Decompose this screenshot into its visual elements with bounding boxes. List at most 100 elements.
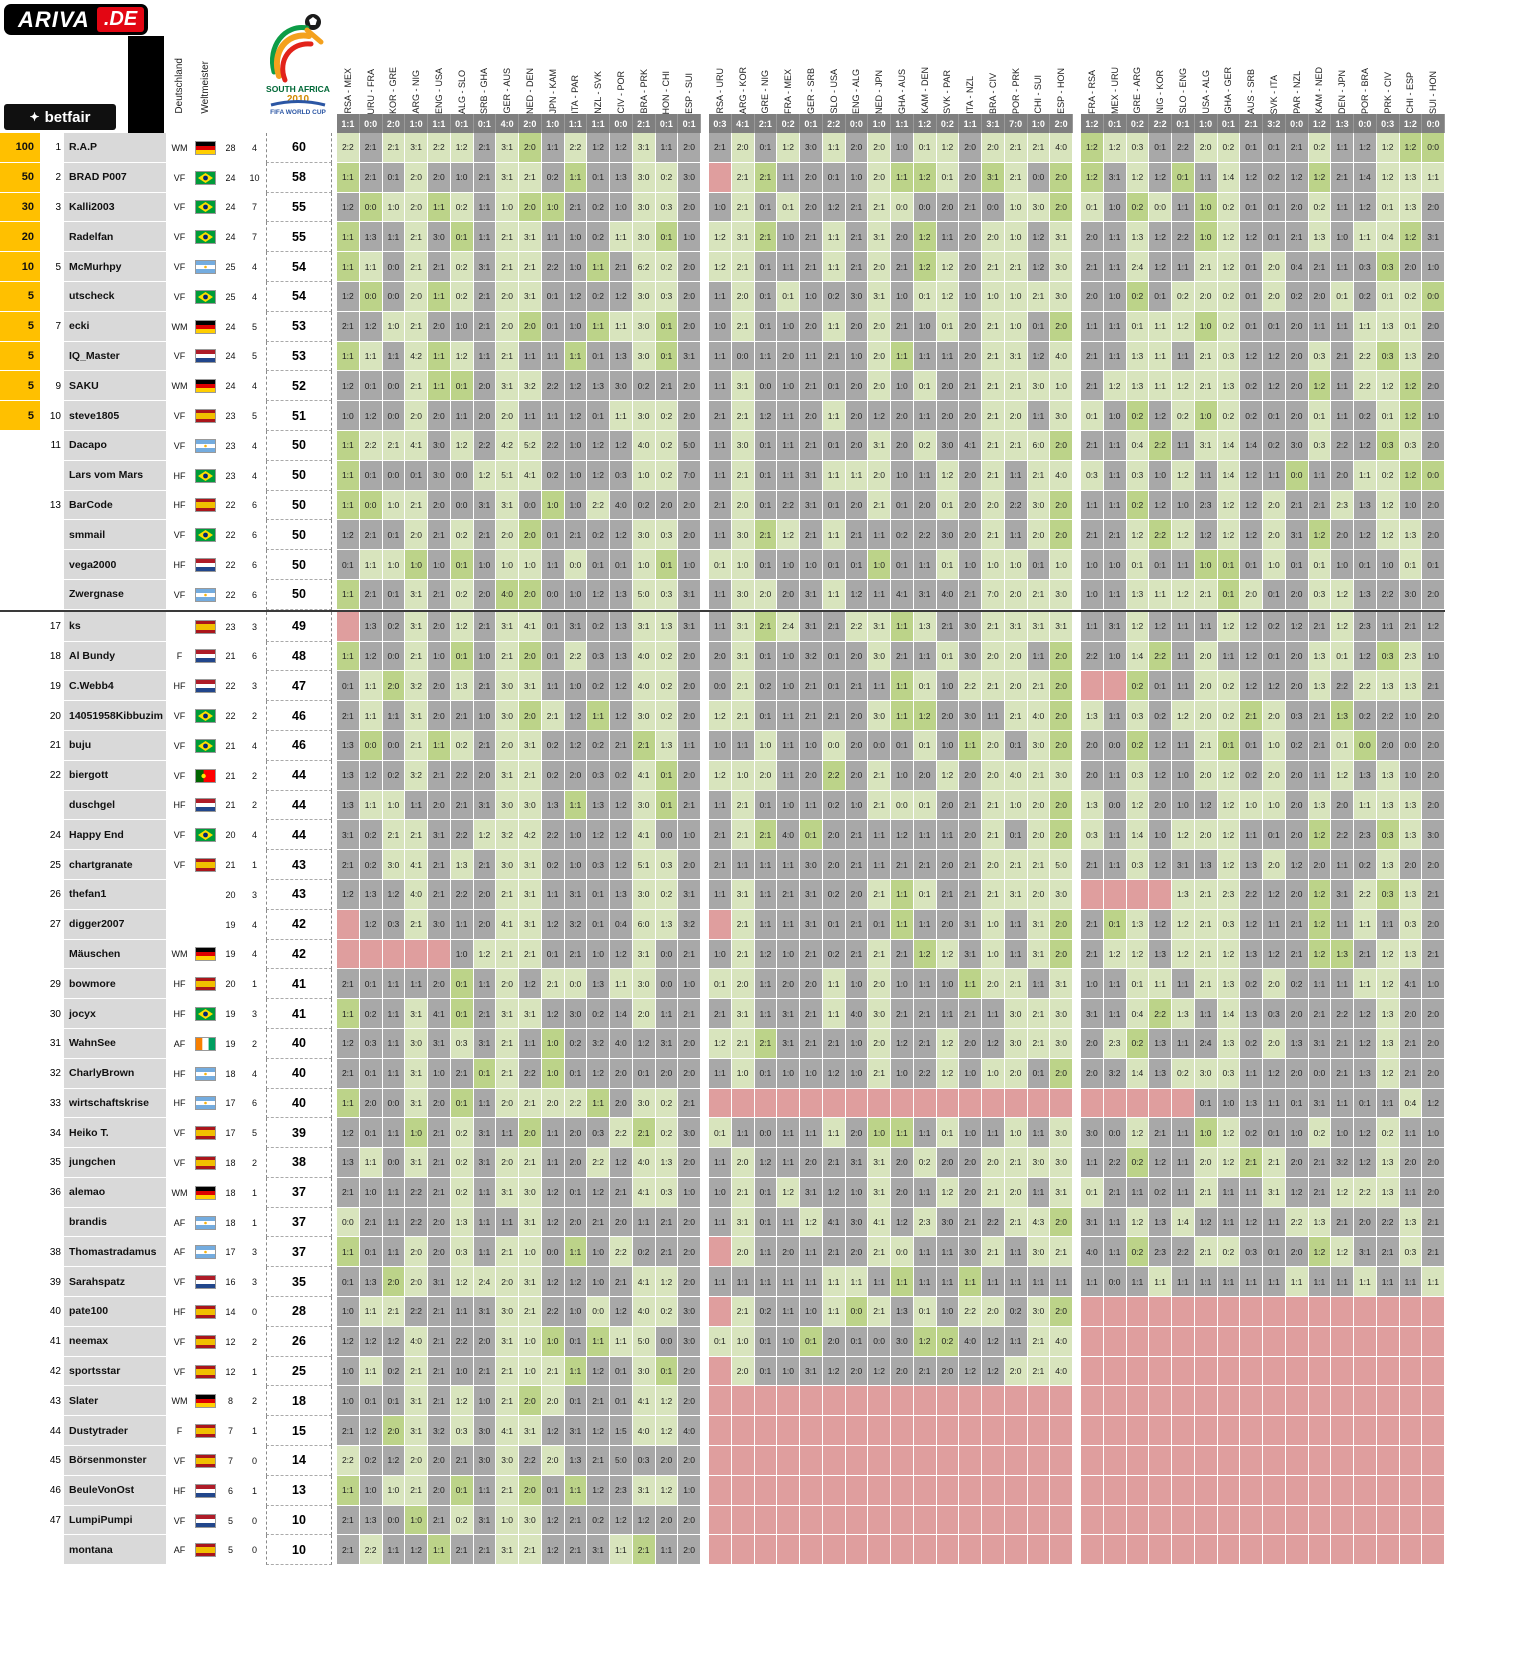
tip-cell: 1:2	[632, 1028, 656, 1059]
tip-cell: 1:1	[982, 999, 1005, 1029]
spacer	[701, 282, 709, 312]
tip-cell	[1376, 1535, 1400, 1566]
tip-cell: 0:3	[1285, 701, 1309, 731]
tip-cell: 0:2	[1263, 430, 1286, 461]
stat-col2: 4	[251, 740, 257, 751]
total-score: 10	[266, 1535, 332, 1566]
tip-cell: 1:2	[1103, 939, 1127, 970]
tip-cell: 2:0	[1027, 520, 1051, 551]
tip-cell: 1:0	[800, 1058, 823, 1089]
tip-cell: 1:1	[587, 252, 610, 282]
match-header-label: POR - BRA	[1359, 67, 1370, 114]
points-cell: 5	[0, 281, 40, 312]
tips-block-1: 0:0 2:1 1:1 2:2 2:0 1:3 1:1 1:1 3:1 1:2 2:0 2:1 2:0 1…	[337, 1207, 701, 1238]
betfair-logo[interactable]: ✦ betfair	[4, 104, 116, 130]
spacer	[1073, 671, 1081, 701]
match-header-label: NZL - SVK	[593, 71, 604, 114]
ariva-logo-text: ARIVA	[18, 6, 90, 32]
tip-cell: 0:2	[587, 999, 610, 1029]
tip-cell: 2:1	[868, 1297, 891, 1327]
tip-cell: 2:1	[1308, 1177, 1332, 1208]
tip-cell	[1422, 1446, 1445, 1476]
tip-cell: 2:1	[777, 879, 800, 910]
tip-cell: 2:1	[382, 1297, 406, 1327]
tip-cell: 1:1	[845, 460, 869, 491]
tip-cell: 1:0	[845, 1177, 869, 1208]
tip-cell: 0:2	[587, 611, 610, 642]
tip-cell: 1:1	[519, 1028, 542, 1059]
tip-cell	[1081, 1088, 1104, 1119]
tip-cell: 2:2	[1149, 999, 1172, 1029]
tip-cell: 1:2	[709, 701, 732, 731]
tip-cell: 2:0	[982, 969, 1005, 1000]
spacer	[701, 1327, 709, 1357]
tip-cell: 1:1	[450, 1297, 474, 1327]
match-header-label: ITA - PAR	[570, 75, 581, 114]
tip-cell: 2:0	[1422, 311, 1445, 342]
player-row: 30 3 Kalli2003 VF 24 7 55 1:2 0:0 1:0 2:0 1:1 0:2 1:1…	[0, 192, 1445, 223]
tip-cell: 1:1	[822, 1118, 846, 1149]
tip-cell: 2:0	[678, 1386, 701, 1417]
tip-cell: 3:1	[1050, 611, 1073, 642]
points-cell	[0, 1267, 40, 1298]
player-row: 34 Heiko T. VF 17 5 39 1:2 0:1 1:1 1:0 2:1 0:2 3:1 1:…	[0, 1118, 1445, 1149]
ar-flag-icon	[195, 438, 216, 453]
ariva-logo[interactable]: ARIVA .DE	[4, 4, 149, 35]
player-row: 40 pate100 HF 14 0 28 1:0 1:1 2:1 2:2 2:1 1:1 3:1 3:0…	[0, 1297, 1445, 1327]
tip-cell: 3:1	[564, 879, 588, 910]
rank-cell: 30	[49, 1008, 61, 1020]
tip-cell: 2:1	[1285, 939, 1309, 970]
tip-cell: 2:1	[473, 281, 497, 312]
tip-cell: 2:0	[1050, 520, 1073, 551]
total-score: 15	[266, 1416, 332, 1447]
tip-cell: 0:2	[655, 162, 679, 193]
ariva-logo-de: .DE	[96, 7, 145, 32]
points-cell: 20	[0, 222, 40, 253]
match-header: SVK - ITA	[1263, 30, 1286, 114]
tip-cell: 0:2	[1308, 133, 1332, 163]
tip-cell: 1:3	[891, 1297, 914, 1327]
tip-cell: 0:2	[1217, 401, 1241, 431]
tip-cell: 3:1	[868, 430, 891, 461]
tip-cell: 2:0	[519, 641, 542, 672]
tip-cell: 2:2	[1149, 430, 1172, 461]
tip-cell: 2:0	[959, 1028, 982, 1059]
tip-cell	[1027, 1505, 1051, 1536]
tip-cell: 2:0	[678, 850, 701, 880]
tip-cell: 2:1	[982, 311, 1005, 342]
total-score: 43	[266, 879, 332, 910]
tip-cell: 1:0	[1422, 252, 1445, 282]
tips-block-2: 1:1 2:0 0:1 0:1 1:0 0:2 3:0 3:1 1:0 0:1 1:2 1:0 1:0 1…	[709, 281, 1073, 312]
tip-cell: 2:1	[337, 1177, 360, 1208]
tip-cell: 1:1	[450, 401, 474, 431]
champion-flag	[193, 312, 218, 342]
tip-cell: 1:0	[709, 939, 732, 970]
tip-cell: 1:0	[1004, 281, 1028, 312]
tip-cell: 2:0	[845, 879, 869, 910]
tips-block-2: 1:0 2:1 0:1 0:1 2:0 1:2 2:1 2:1 0:0 0:0 2:0 2:1 0:0 1…	[709, 192, 1073, 223]
points-cell	[0, 520, 40, 551]
tip-cell: 0:2	[450, 1148, 474, 1178]
total-score: 55	[266, 222, 332, 253]
match-header: MEX - URU	[1104, 30, 1127, 114]
tip-cell: 2:0	[428, 1446, 451, 1476]
tip-cell: 2:1	[678, 790, 701, 821]
player-name: sportsstar	[64, 1356, 166, 1387]
tip-cell	[1103, 1088, 1127, 1119]
tip-cell: 2:2	[450, 820, 474, 851]
tip-cell: 0:3	[382, 909, 406, 940]
tip-cell: 1:0	[473, 641, 497, 672]
points-cell	[0, 1118, 40, 1149]
tip-cell: 0:1	[541, 939, 565, 970]
tip-cell: 2:0	[405, 1446, 428, 1476]
tip-cell: 4:2	[496, 430, 519, 461]
rank-cell	[40, 520, 64, 550]
germany-round-prediction: VF	[173, 440, 186, 451]
tip-cell: 1:1	[1194, 162, 1218, 193]
rank-cell	[40, 1535, 64, 1565]
tip-cell: 3:0	[959, 1237, 982, 1268]
stat-col2: 3	[251, 681, 257, 692]
tip-cell: 3:1	[496, 162, 519, 193]
tip-cell: 2:2	[519, 1058, 542, 1089]
tip-cell: 1:0	[891, 1058, 914, 1089]
